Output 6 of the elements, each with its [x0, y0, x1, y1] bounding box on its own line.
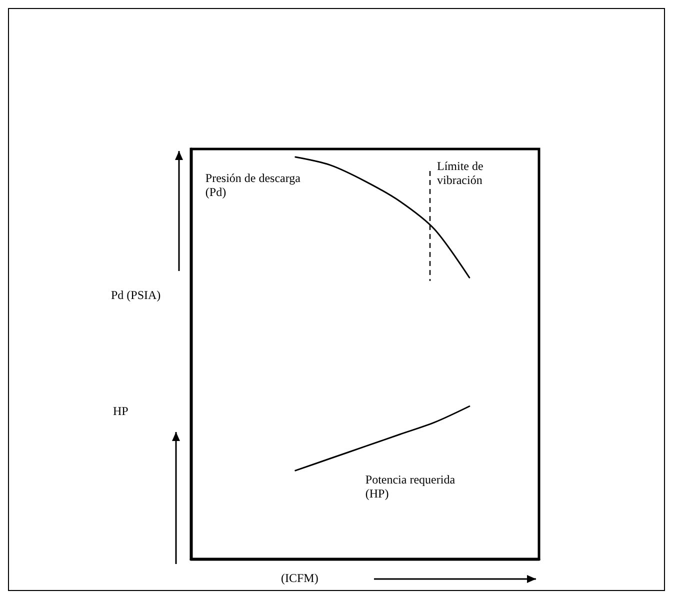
annotation: Límite de vibración [437, 159, 486, 187]
series-label: Presión de descarga (Pd) [205, 171, 304, 200]
text: HP [113, 404, 129, 418]
x-axis-title: (ICFM) [281, 571, 318, 585]
y-axis-title: Pd (PSIA) [111, 288, 161, 302]
text: Potencia requerida (HP) [365, 472, 458, 501]
